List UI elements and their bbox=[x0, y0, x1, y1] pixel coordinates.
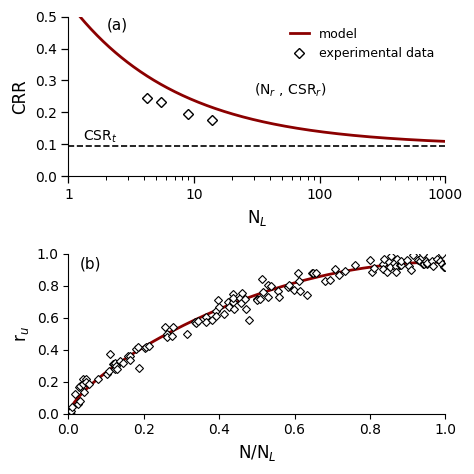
Y-axis label: CRR: CRR bbox=[11, 79, 29, 114]
X-axis label: N$_L$: N$_L$ bbox=[246, 208, 267, 228]
Legend: model, experimental data: model, experimental data bbox=[285, 23, 439, 65]
Text: (N$_r$ , CSR$_r$): (N$_r$ , CSR$_r$) bbox=[254, 82, 327, 99]
Text: (a): (a) bbox=[106, 18, 128, 32]
Text: (b): (b) bbox=[80, 256, 101, 271]
Text: CSR$_t$: CSR$_t$ bbox=[83, 128, 117, 145]
X-axis label: N/N$_L$: N/N$_L$ bbox=[237, 443, 276, 463]
Y-axis label: r$_u$: r$_u$ bbox=[13, 326, 31, 342]
